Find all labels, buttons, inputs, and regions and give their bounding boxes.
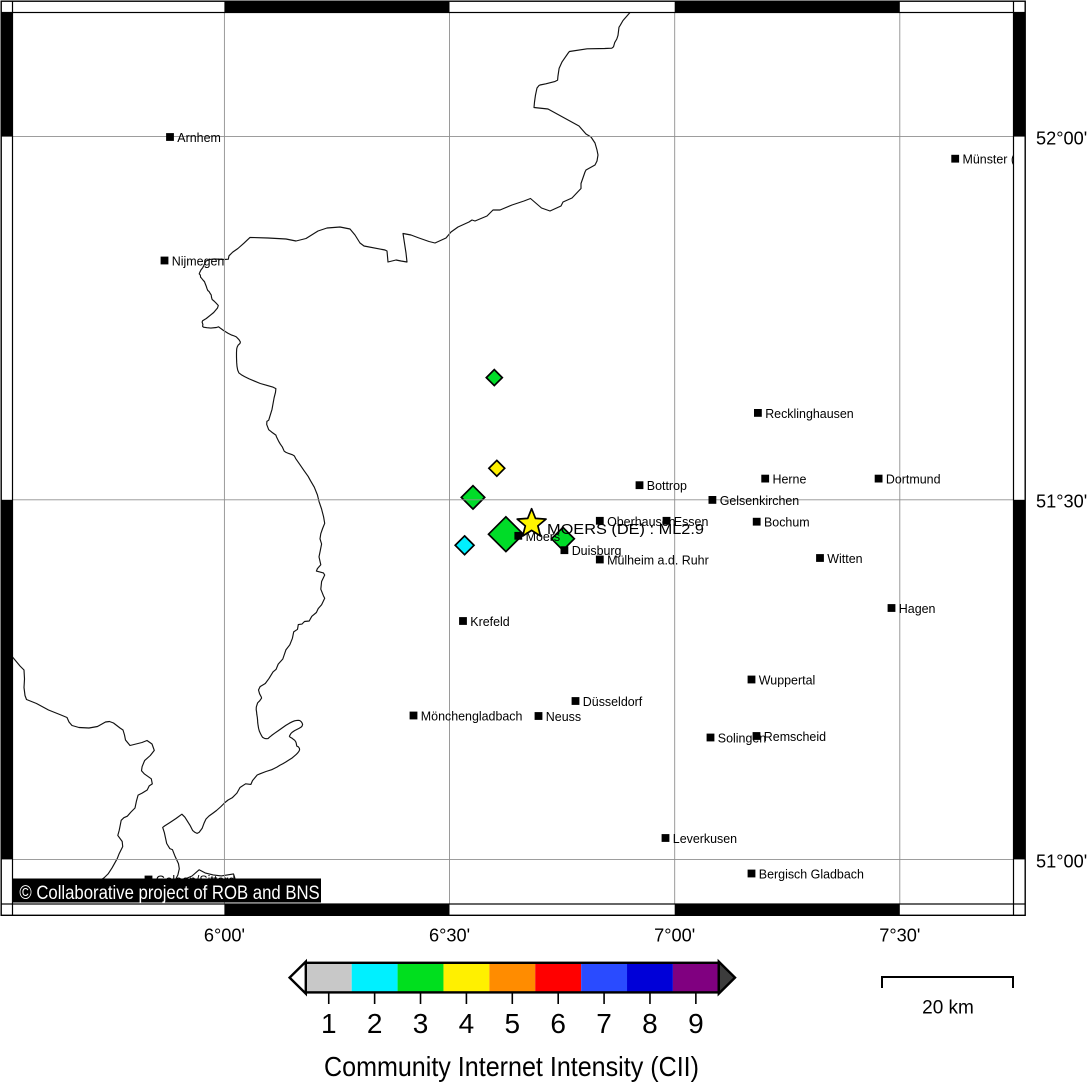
svg-text:Mönchengladbach: Mönchengladbach <box>421 710 523 724</box>
svg-text:Bochum: Bochum <box>764 516 810 530</box>
svg-text:Recklinghausen: Recklinghausen <box>765 407 854 421</box>
svg-text:Witten: Witten <box>827 552 862 566</box>
svg-text:7°30': 7°30' <box>879 926 920 946</box>
svg-text:9: 9 <box>688 1008 704 1039</box>
svg-text:6: 6 <box>550 1008 566 1039</box>
svg-text:7: 7 <box>596 1008 612 1039</box>
svg-text:Gelsenkirchen: Gelsenkirchen <box>720 494 800 508</box>
svg-text:Remscheid: Remscheid <box>764 730 826 744</box>
svg-text:Dortmund: Dortmund <box>886 473 941 487</box>
svg-text:Wuppertal: Wuppertal <box>759 674 815 688</box>
svg-text:Hagen: Hagen <box>899 602 936 616</box>
svg-text:© Collaborative project of ROB: © Collaborative project of ROB and BNS <box>19 883 319 904</box>
svg-text:8: 8 <box>642 1008 658 1039</box>
svg-text:Krefeld: Krefeld <box>470 615 509 629</box>
svg-text:51°30': 51°30' <box>1036 492 1087 512</box>
svg-text:Moers: Moers <box>526 530 561 544</box>
svg-text:2: 2 <box>367 1008 383 1039</box>
svg-text:6°00': 6°00' <box>204 926 245 946</box>
svg-text:Duisburg: Duisburg <box>572 544 622 558</box>
svg-text:MOERS (DE) : ML2.9: MOERS (DE) : ML2.9 <box>547 522 704 538</box>
svg-text:52°00': 52°00' <box>1036 128 1087 148</box>
svg-text:7°00': 7°00' <box>654 926 695 946</box>
svg-text:Bottrop: Bottrop <box>647 479 687 493</box>
svg-text:Herne: Herne <box>773 473 807 487</box>
svg-text:4: 4 <box>459 1008 475 1039</box>
svg-text:Mülheim a.d. Ruhr: Mülheim a.d. Ruhr <box>607 554 709 568</box>
svg-text:Nijmegen: Nijmegen <box>172 255 225 269</box>
svg-text:Münster (Westfalen): Münster (Westfalen) <box>963 153 1075 167</box>
svg-text:5: 5 <box>505 1008 521 1039</box>
svg-text:Community Internet Intensity (: Community Internet Intensity (CII) <box>324 1051 699 1082</box>
svg-text:Oberhausen: Oberhausen <box>607 515 676 529</box>
svg-text:3: 3 <box>413 1008 429 1039</box>
svg-text:Essen: Essen <box>674 515 709 529</box>
svg-text:Düsseldorf: Düsseldorf <box>583 695 643 709</box>
svg-text:20 km: 20 km <box>922 998 974 1019</box>
svg-text:6°30': 6°30' <box>429 926 470 946</box>
svg-text:1: 1 <box>321 1008 337 1039</box>
svg-text:Arnhem: Arnhem <box>177 131 221 145</box>
svg-text:Leverkusen: Leverkusen <box>673 832 737 846</box>
svg-text:Neuss: Neuss <box>546 710 581 724</box>
svg-text:Bergisch Gladbach: Bergisch Gladbach <box>759 868 864 882</box>
svg-text:51°00': 51°00' <box>1036 851 1087 871</box>
